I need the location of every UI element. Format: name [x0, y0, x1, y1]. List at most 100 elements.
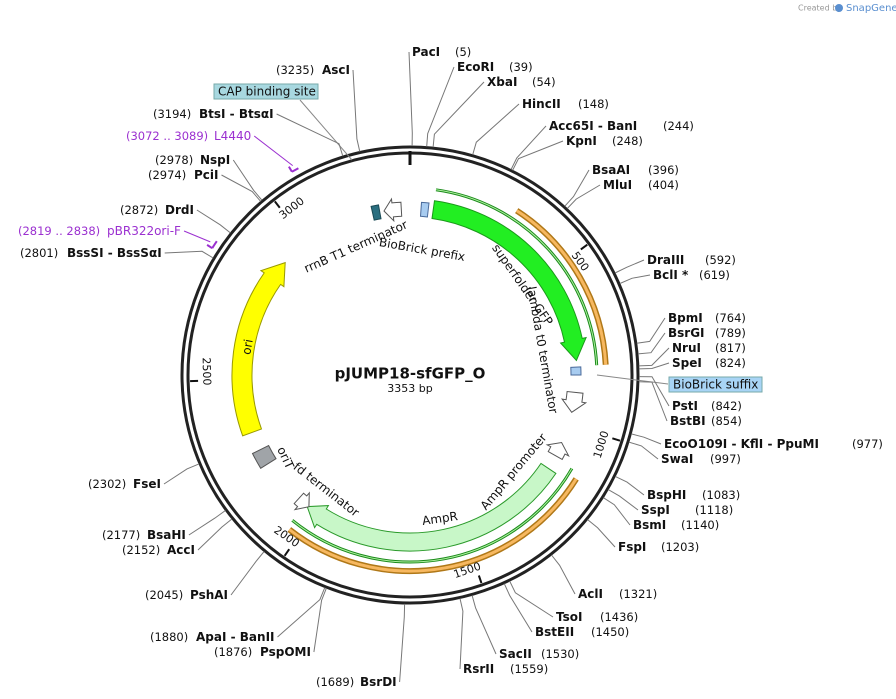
enzyme-name: KpnI [566, 134, 597, 148]
enzyme-label: MluI (404) [603, 178, 679, 192]
enzyme-position: (3194) [153, 107, 191, 121]
enzyme-leader [509, 580, 554, 618]
feature-shape [370, 204, 382, 221]
scale-tick [477, 575, 483, 584]
enzyme-leader [277, 587, 326, 638]
enzyme-label: BstBI (854) [670, 414, 742, 428]
features [231, 188, 609, 574]
enzyme-leader [607, 489, 639, 511]
feature-shape [383, 197, 403, 223]
primer-name: L4440 [214, 129, 251, 143]
enzyme-position: (3235) [276, 63, 314, 77]
enzyme-label: (3235) AscI [276, 63, 350, 77]
plasmid-name: pJUMP18-sfGFP_O [335, 365, 486, 383]
enzyme-leader [503, 583, 533, 633]
enzyme-position: (1321) [619, 587, 657, 601]
scale-tick [283, 548, 291, 557]
enzyme-position: (39) [509, 60, 533, 74]
feature-shape [231, 261, 286, 437]
enzyme-name: AscI [322, 63, 350, 77]
enzyme-name: BstBI [670, 414, 706, 428]
enzyme-position: (997) [710, 452, 741, 466]
enzyme-name: ApaI - BanII [196, 630, 275, 644]
primer-leader [183, 230, 211, 243]
enzyme-leader [399, 603, 406, 683]
leader [596, 374, 669, 385]
enzyme-leader [603, 497, 631, 526]
enzyme-leader [313, 588, 327, 653]
enzyme-name: BsrDI [360, 675, 397, 689]
enzyme-leader [564, 169, 590, 207]
enzyme-leader [619, 274, 651, 284]
enzyme-label: SwaI (997) [661, 452, 741, 466]
enzyme-label: KpnI (248) [566, 134, 643, 148]
label-box [213, 83, 319, 100]
enzyme-label: EcoRI (39) [457, 60, 533, 74]
enzyme-label: BsrGI (789) [668, 326, 746, 340]
enzyme-label: DraIII (592) [647, 253, 736, 267]
enzyme-name: BpmI [668, 311, 703, 325]
enzyme-name: BstEII [535, 625, 574, 639]
enzyme-position: (1450) [591, 625, 629, 639]
enzyme-label: (2974) PciI [148, 168, 219, 182]
enzyme-label: (3194) BtsI - BtsαI [153, 107, 274, 121]
enzyme-leader [426, 66, 455, 147]
primer-label: (3072 .. 3089) L4440 [126, 129, 251, 143]
feature-label: ori [239, 338, 255, 356]
enzyme-position: (817) [715, 341, 746, 355]
scale-label: 2000 [271, 523, 301, 550]
orf-line [435, 189, 598, 366]
enzyme-position: (54) [532, 75, 556, 89]
primer-mark [288, 166, 299, 173]
enzyme-leader [614, 259, 645, 274]
enzyme-label: AclI (1321) [578, 587, 657, 601]
enzyme-leader [232, 159, 263, 201]
enzyme-leader [163, 463, 200, 485]
enzyme-leader [587, 519, 616, 548]
enzyme-label: (2302) FseI [88, 477, 161, 491]
enzyme-leader [638, 362, 670, 370]
scale-tick [612, 437, 621, 442]
enzyme-label: SpeI (824) [672, 356, 746, 370]
enzyme-position: (5) [455, 45, 471, 59]
primer-mark [206, 240, 218, 250]
enzyme-position: (148) [578, 97, 609, 111]
enzyme-position: (1203) [661, 540, 699, 554]
enzyme-name: DraIII [647, 253, 684, 267]
enzyme-name: PshAI [190, 588, 228, 602]
enzyme-position: (2974) [148, 168, 186, 182]
leader [299, 99, 353, 161]
enzyme-leader [164, 250, 214, 259]
enzyme-label: BclI * (619) [653, 268, 730, 282]
scale-tick [274, 200, 281, 209]
enzyme-label: Acc65I - BanI (244) [549, 119, 694, 133]
enzyme-leader [276, 113, 344, 157]
enzyme-leader [638, 381, 668, 422]
enzyme-name: SspI [641, 503, 670, 517]
enzyme-position: (977) [852, 437, 883, 451]
enzyme-leader [188, 510, 226, 536]
enzyme-label: NruI (817) [672, 341, 746, 355]
enzyme-position: (2978) [155, 153, 193, 167]
feature-shape [431, 200, 587, 362]
enzyme-name: BsaHI [147, 528, 186, 542]
enzyme-position: (1689) [316, 675, 354, 689]
enzyme-position: (789) [715, 326, 746, 340]
primer-leader [253, 135, 294, 167]
enzyme-leader [637, 332, 666, 355]
enzyme-leader [638, 347, 670, 367]
enzyme-name: HincII [522, 97, 561, 111]
enzyme-leader [432, 81, 485, 148]
feature-shape [293, 491, 310, 511]
primer-name: pBR322ori-F [107, 224, 181, 238]
enzyme-position: (1083) [702, 488, 740, 502]
enzyme-position: (1140) [681, 518, 719, 532]
enzyme-name: DrdI [165, 203, 194, 217]
enzyme-position: (764) [715, 311, 746, 325]
enzyme-name: BspHI [647, 488, 686, 502]
enzyme-label: (2801) BssSI - BssSαI [20, 246, 162, 260]
enzyme-leader [459, 598, 464, 670]
enzyme-leader [615, 475, 645, 496]
enzyme-leader [566, 184, 601, 209]
enzyme-name: Acc65I - BanI [549, 119, 637, 133]
